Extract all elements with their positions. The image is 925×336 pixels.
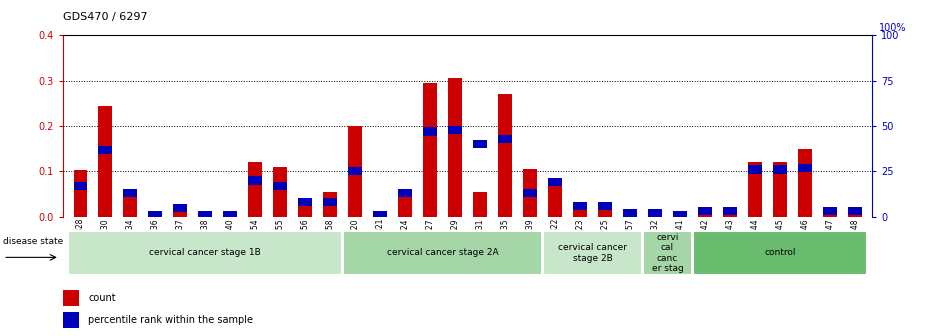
Text: count: count xyxy=(89,293,116,303)
Bar xyxy=(349,126,362,217)
Bar xyxy=(449,78,462,217)
FancyBboxPatch shape xyxy=(643,231,692,275)
Bar xyxy=(549,181,561,217)
Bar xyxy=(748,165,761,174)
FancyBboxPatch shape xyxy=(343,231,542,275)
Bar xyxy=(148,214,162,217)
Bar xyxy=(723,212,736,217)
Bar xyxy=(449,126,462,134)
Bar xyxy=(199,211,212,219)
Bar xyxy=(773,162,787,217)
Bar xyxy=(63,312,80,328)
Bar xyxy=(499,135,512,143)
Bar xyxy=(249,162,262,217)
Bar xyxy=(299,198,312,206)
Bar xyxy=(524,189,536,197)
Bar xyxy=(798,149,812,217)
Bar xyxy=(748,162,761,217)
Bar xyxy=(524,169,536,217)
Bar xyxy=(648,214,661,217)
Bar xyxy=(574,205,586,217)
Bar xyxy=(698,212,711,217)
Text: percentile rank within the sample: percentile rank within the sample xyxy=(89,315,253,325)
Text: control: control xyxy=(764,248,796,257)
Bar xyxy=(174,209,187,217)
Bar xyxy=(798,164,812,172)
Bar xyxy=(324,198,337,206)
Bar xyxy=(324,192,337,217)
Bar xyxy=(673,211,686,219)
Bar xyxy=(474,140,487,148)
Bar xyxy=(274,182,287,190)
Bar xyxy=(249,176,262,184)
Bar xyxy=(598,205,611,217)
Bar xyxy=(174,204,187,212)
Bar xyxy=(723,207,736,215)
Bar xyxy=(224,211,237,219)
FancyBboxPatch shape xyxy=(543,231,642,275)
Bar xyxy=(424,83,437,217)
Bar xyxy=(73,170,87,217)
Bar xyxy=(123,192,137,217)
Bar xyxy=(374,214,387,217)
Bar xyxy=(499,94,512,217)
Bar xyxy=(399,189,412,197)
Bar xyxy=(823,212,837,217)
Bar xyxy=(598,202,611,210)
FancyBboxPatch shape xyxy=(693,231,867,275)
Text: cervi
cal
canc
er stag: cervi cal canc er stag xyxy=(651,233,684,273)
Bar xyxy=(673,215,686,217)
Bar xyxy=(474,192,487,217)
Bar xyxy=(98,145,112,154)
Text: 100%: 100% xyxy=(880,23,906,33)
Bar xyxy=(73,182,87,190)
Text: cervical cancer stage 2A: cervical cancer stage 2A xyxy=(387,248,499,257)
Text: GDS470 / 6297: GDS470 / 6297 xyxy=(63,12,147,22)
Text: cervical cancer stage 1B: cervical cancer stage 1B xyxy=(150,248,261,257)
Bar xyxy=(349,167,362,175)
Bar xyxy=(424,127,437,135)
Bar xyxy=(848,207,862,215)
Bar xyxy=(123,189,137,197)
Bar xyxy=(63,290,80,306)
Bar xyxy=(399,192,412,217)
Text: cervical cancer
stage 2B: cervical cancer stage 2B xyxy=(558,243,627,262)
Bar xyxy=(773,165,787,174)
Bar xyxy=(199,215,212,217)
Bar xyxy=(148,211,162,219)
Bar xyxy=(623,214,636,217)
Text: disease state: disease state xyxy=(3,237,64,246)
FancyBboxPatch shape xyxy=(68,231,342,275)
Bar xyxy=(848,212,862,217)
Bar xyxy=(623,209,636,217)
Bar xyxy=(574,202,586,210)
Bar xyxy=(299,200,312,217)
Bar xyxy=(648,209,661,217)
Bar xyxy=(98,107,112,217)
Bar xyxy=(823,207,837,215)
Bar xyxy=(374,211,387,219)
Bar xyxy=(274,167,287,217)
Bar xyxy=(549,178,561,186)
Bar xyxy=(224,215,237,217)
Bar xyxy=(698,207,711,215)
